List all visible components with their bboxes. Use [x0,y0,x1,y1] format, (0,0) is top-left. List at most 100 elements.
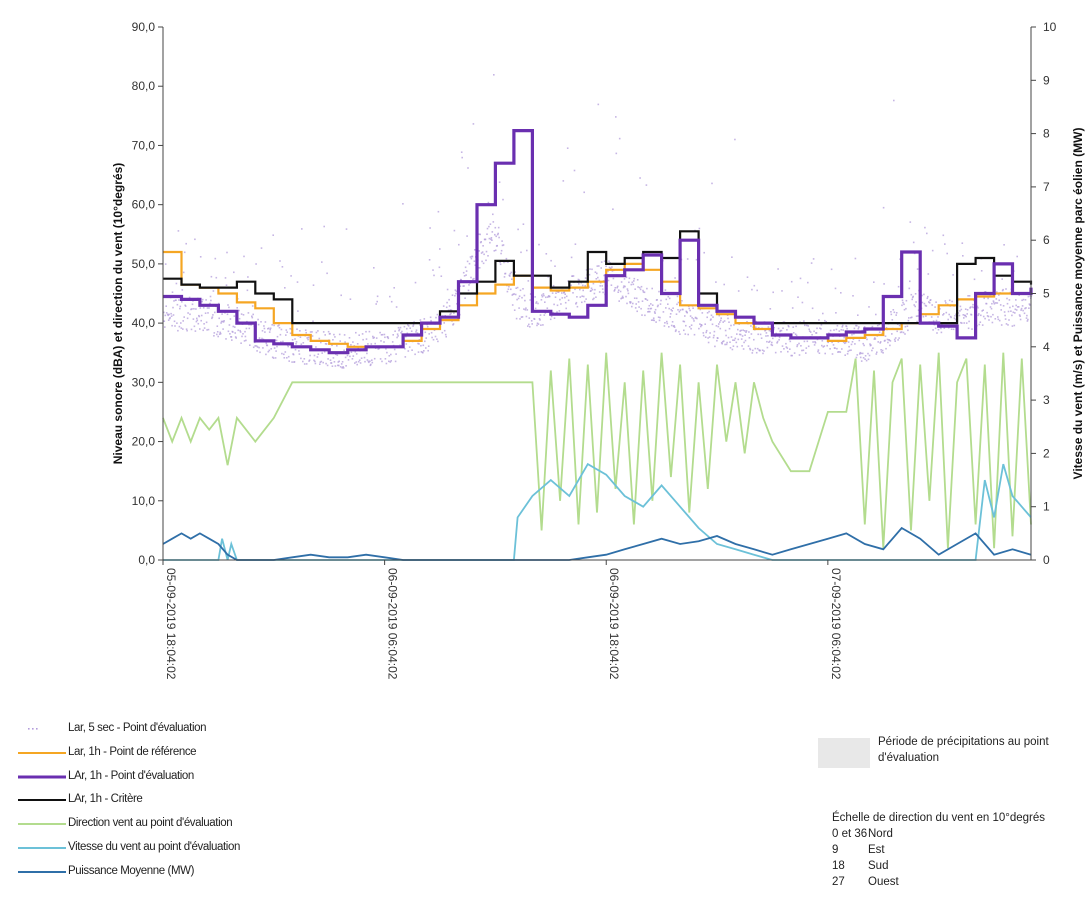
scatter-point [916,268,919,270]
scatter-point [750,325,752,327]
scatter-point [407,350,410,352]
scatter-point [510,271,513,274]
scatter-point [202,329,204,332]
scatter-point [798,342,800,345]
scatter-point [850,349,852,351]
scatter-point [878,323,880,326]
scatter-point [261,337,263,340]
scatter-point [213,335,215,337]
scatter-point [187,312,189,314]
legend-label: Lar, 1h - Point de référence [68,745,197,758]
scatter-point [923,302,926,305]
scatter-point [772,291,774,294]
scatter-point [358,334,360,336]
scatter-point [279,333,282,336]
scatter-point [651,287,653,290]
scatter-point [370,363,372,366]
lar-1h-point-d-valuation-series [163,129,1033,355]
scatter-point [574,243,577,245]
scatter-point [550,259,552,262]
scatter-point [464,297,466,299]
scatter-point [465,274,467,276]
scatter-point [365,338,368,340]
scatter-point [259,351,261,354]
scatter-point [352,341,354,343]
scatter-point [971,306,974,308]
scatter-point [356,343,359,345]
scatter-point [230,336,233,338]
scatter-point [255,345,258,347]
scatter-point [490,237,493,239]
scatter-point [897,339,899,341]
scatter-point [315,331,318,334]
scatter-point [523,294,526,297]
scatter-point [376,295,379,298]
scatter-point [724,343,726,346]
y-left-axis-title: Niveau sonore (dBA) et direction du vent… [111,163,125,465]
scatter-point [462,285,464,287]
scatter-point [444,333,447,336]
scatter-point [415,331,417,333]
scatter-point [500,249,503,252]
scatter-point [1019,315,1021,317]
scatter-point [982,309,984,311]
scatter-point [473,260,476,262]
scatter-point [451,294,454,296]
scatter-point [874,337,876,339]
scatter-point [669,316,671,318]
scatter-point [832,344,835,346]
scatter-point [337,364,339,367]
scatter-point [968,295,971,297]
scatter-point [1008,319,1010,321]
scatter-point [829,348,831,350]
scatter-point [890,313,893,316]
scatter-point [844,341,847,344]
scatter-point [733,339,736,341]
scatter-point [458,243,460,246]
direction-scale-row: 0 et 36 Nord [832,826,1045,842]
scatter-point [927,295,929,298]
scatter-point [928,301,930,303]
scatter-point [178,325,181,328]
scatter-point [247,312,250,314]
scatter-point [986,315,989,317]
scatter-point [655,321,657,323]
scatter-point [848,345,850,348]
scatter-point [589,268,591,270]
scatter-point [713,334,715,337]
scatter-point [516,286,519,289]
scatter-point [512,293,514,296]
scatter-point [519,289,522,292]
scatter-point [842,329,844,331]
scatter-point [432,338,435,341]
scatter-point [631,305,633,308]
scatter-point [322,361,324,364]
scatter-point [621,295,624,298]
scatter-point [995,298,998,300]
scatter-point [853,333,855,335]
scatter-point [821,340,824,342]
scatter-point [323,225,325,228]
scatter-point [491,239,493,241]
scatter-point [306,337,308,339]
scatter-point [190,308,192,311]
scatter-point [425,347,427,349]
scatter-point [437,340,439,343]
scatter-point [288,360,290,362]
scatter-point [1024,307,1026,310]
scatter-point [864,355,867,357]
scatter-point [525,315,528,318]
scatter-point [411,349,413,351]
scatter-point [199,256,202,258]
scatter-point [1003,311,1006,313]
scatter-point [498,236,500,239]
scatter-point [647,311,649,313]
scatter-point [790,280,793,283]
scatter-point [820,328,822,330]
scatter-point [172,314,175,316]
scatter-point [543,314,546,316]
scatter-point [978,313,980,315]
scatter-point [528,317,531,319]
scatter-point [410,330,413,332]
scatter-point [427,345,430,347]
